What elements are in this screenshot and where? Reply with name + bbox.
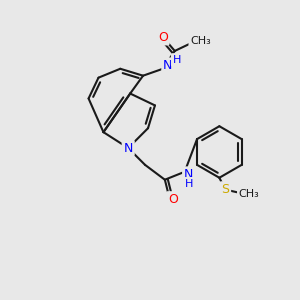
Text: O: O xyxy=(168,193,178,206)
Text: N: N xyxy=(124,142,133,154)
Text: S: S xyxy=(221,183,229,196)
Text: H: H xyxy=(172,55,181,65)
Text: O: O xyxy=(158,31,168,44)
Text: N: N xyxy=(163,59,172,72)
Text: CH₃: CH₃ xyxy=(190,36,211,46)
Text: H: H xyxy=(184,179,193,189)
Text: N: N xyxy=(184,168,193,181)
Text: CH₃: CH₃ xyxy=(239,189,260,199)
